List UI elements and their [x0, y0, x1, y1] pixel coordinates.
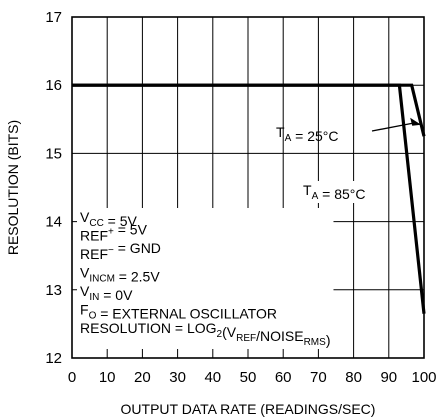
condition-line: VCC = 5V: [80, 209, 138, 229]
series-label-25c: TA = 25°C: [276, 124, 338, 144]
y-tick-label: 15: [45, 145, 62, 162]
y-tick-label: 17: [45, 9, 62, 26]
x-tick-label: 10: [99, 369, 116, 386]
y-tick-label: 16: [45, 77, 62, 94]
x-tick-label: 100: [411, 369, 436, 386]
annotation-arrowhead: [410, 117, 422, 126]
condition-line: FO = EXTERNAL OSCILLATOR: [80, 302, 277, 322]
x-tick-label: 50: [240, 369, 257, 386]
x-tick-label: 80: [345, 369, 362, 386]
x-tick-label: 20: [134, 369, 151, 386]
series-group: [72, 83, 426, 314]
x-tick-label: 60: [275, 369, 292, 386]
series-line-2: [72, 83, 426, 314]
x-axis-label: OUTPUT DATA RATE (READINGS/SEC): [121, 401, 376, 417]
annotation-arrow-line: [371, 122, 416, 132]
conditions-background: [77, 208, 334, 349]
condition-line: VIN = 0V: [80, 283, 133, 303]
x-tick-label: 0: [68, 369, 76, 386]
series-label-85c: TA = 85°C: [303, 182, 365, 202]
y-axis-label: RESOLUTION (BITS): [5, 120, 21, 255]
y-tick-label: 12: [45, 350, 62, 367]
condition-line: RESOLUTION = LOG2(VREF/NOISERMS): [80, 320, 330, 348]
x-tick-label: 90: [380, 369, 397, 386]
x-tick-label: 30: [169, 369, 186, 386]
condition-line: REF− = GND: [80, 240, 161, 262]
y-tick-label: 13: [45, 282, 62, 299]
x-tick-label: 40: [204, 369, 221, 386]
x-tick-label: 70: [310, 369, 327, 386]
condition-line: REF+ = 5V: [80, 222, 148, 244]
label-background: [301, 181, 368, 203]
y-tick-label: 14: [45, 214, 62, 231]
tick-labels: 0 10 20 30 40 50 60 70 80 90 100 12 13 14 15 16 17: [45, 9, 436, 386]
condition-line: VINCM = 2.5V: [80, 265, 160, 285]
plot-frame: [71, 16, 425, 359]
